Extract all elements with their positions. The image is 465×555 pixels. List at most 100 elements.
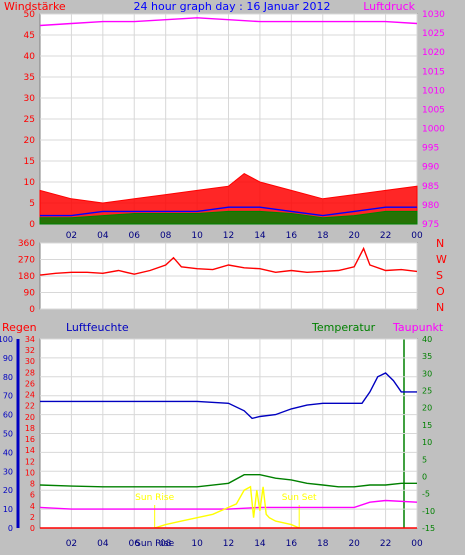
humidity-tick-label: 10 — [3, 505, 13, 514]
wind-green-area — [39, 210, 418, 225]
rain-label: Regen — [2, 321, 37, 334]
rain-tick-label: 4 — [30, 502, 35, 511]
y-tick-label: 50 — [24, 10, 36, 20]
y-tick-label: 1000 — [422, 125, 445, 135]
humidity-tick-label: 0 — [8, 524, 13, 533]
y-tick-label: 990 — [422, 163, 439, 173]
y-tick-label: 985 — [422, 182, 439, 192]
temperature-tick-label: -10 — [422, 507, 435, 516]
solar-line — [154, 485, 300, 529]
rain-tick-label: 0 — [30, 524, 35, 533]
x-tick-label: 22 — [380, 539, 391, 549]
compass-label: S — [436, 269, 443, 282]
rain-tick-label: 8 — [30, 480, 35, 489]
humidity-tick-label: 80 — [3, 373, 13, 382]
x-tick-label: 02 — [66, 539, 77, 549]
wind-blue-line — [40, 206, 417, 217]
wind-left-label: Windstärke — [4, 0, 66, 13]
x-tick-label: Sun Rise — [135, 539, 174, 549]
temperature-tick-label: 20 — [422, 404, 432, 413]
x-tick-label: 16 — [286, 231, 298, 241]
rain-tick-label: 2 — [30, 513, 35, 522]
rain-tick-label: 16 — [25, 435, 35, 444]
x-tick-label: 04 — [97, 539, 109, 549]
x-tick-label: 10 — [191, 231, 203, 241]
wind-series — [39, 17, 418, 225]
wind-y-ticks: 0 5 10 15 20 25 30 35 40 45 50 — [24, 10, 36, 230]
rain-tick-label: 34 — [25, 335, 35, 344]
sun-set-label: Sun Set — [282, 493, 317, 503]
y-tick-label: 45 — [24, 31, 35, 41]
y-tick-label: 180 — [18, 272, 35, 282]
temperature-tick-label: 15 — [422, 421, 432, 430]
humidity-tick-label: 100 — [0, 335, 13, 344]
y-tick-label: 5 — [29, 199, 35, 209]
compass-label: N — [436, 237, 444, 250]
x-tick-label: 20 — [348, 231, 360, 241]
y-tick-label: 975 — [422, 220, 439, 230]
y-tick-label: 25 — [24, 115, 35, 125]
humidity-y-ticks: 0 10 20 30 40 50 60 70 80 90 100 — [0, 335, 20, 533]
x-tick-label: 14 — [254, 539, 266, 549]
x-tick-label: 12 — [223, 539, 234, 549]
pressure-y-ticks: 975 980 985 990 995 1000 1005 1010 1015 1020 1025 1… — [422, 10, 445, 230]
temperature-tick-label: -5 — [422, 490, 430, 499]
weather-grid — [40, 338, 418, 529]
y-tick-label: 40 — [24, 52, 36, 62]
pressure-line — [39, 17, 418, 27]
chart-title: 24 hour graph day : 16 Januar 2012 — [134, 0, 331, 13]
direction-series — [39, 246, 418, 276]
x-tick-label: 18 — [317, 231, 329, 241]
y-tick-label: 0 — [29, 305, 35, 315]
humidity-tick-label: 20 — [3, 486, 13, 495]
y-tick-label: 980 — [422, 201, 439, 211]
x-tick-label: 22 — [380, 231, 391, 241]
humidity-line — [40, 372, 417, 420]
x-tick-label: 08 — [160, 231, 172, 241]
humidity-tick-label: 90 — [3, 354, 13, 363]
temperature-tick-label: 40 — [422, 335, 432, 344]
x-tick-label: 08 — [160, 539, 172, 549]
y-tick-label: 35 — [24, 73, 35, 83]
wind-direction-line — [39, 246, 418, 276]
rain-tick-label: 18 — [25, 424, 35, 433]
y-tick-label: 0 — [29, 220, 35, 230]
temperature-tick-label: -15 — [422, 524, 435, 533]
y-tick-label: 1025 — [422, 29, 445, 39]
wind-x-ticks: 02 04 06 08 10 12 14 16 18 20 22 00 — [66, 231, 423, 241]
y-tick-label: 15 — [24, 157, 35, 167]
x-tick-label: 02 — [66, 231, 77, 241]
temperature-tick-label: 5 — [422, 455, 427, 464]
compass-label: O — [436, 285, 445, 298]
rain-tick-label: 30 — [25, 357, 35, 366]
x-tick-label: 10 — [191, 539, 203, 549]
sun-rise-label: Sun Rise — [135, 493, 174, 503]
rain-tick-label: 14 — [25, 446, 35, 455]
y-tick-label: 1010 — [422, 86, 445, 96]
x-tick-label: 14 — [254, 231, 266, 241]
y-tick-label: 1030 — [422, 10, 445, 20]
temperature-tick-label: 0 — [422, 472, 427, 481]
dewpoint-line — [39, 499, 418, 510]
rain-tick-label: 12 — [25, 457, 35, 466]
temperature-label: Temperatur — [311, 321, 376, 334]
direction-grid — [40, 242, 418, 310]
humidity-label: Luftfeuchte — [66, 321, 129, 334]
rain-tick-label: 20 — [25, 413, 35, 422]
compass-label: N — [436, 301, 444, 314]
x-tick-label: 16 — [286, 539, 298, 549]
y-tick-label: 1005 — [422, 105, 445, 115]
humidity-tick-label: 30 — [3, 467, 13, 476]
x-tick-label: 04 — [97, 231, 109, 241]
temperature-line — [39, 474, 417, 488]
y-tick-label: 30 — [24, 94, 36, 104]
rain-tick-label: 26 — [25, 379, 35, 388]
y-tick-label: 270 — [18, 256, 35, 266]
rain-tick-label: 28 — [25, 368, 35, 377]
x-tick-label: 06 — [129, 231, 141, 241]
temperature-tick-label: 10 — [422, 438, 432, 447]
